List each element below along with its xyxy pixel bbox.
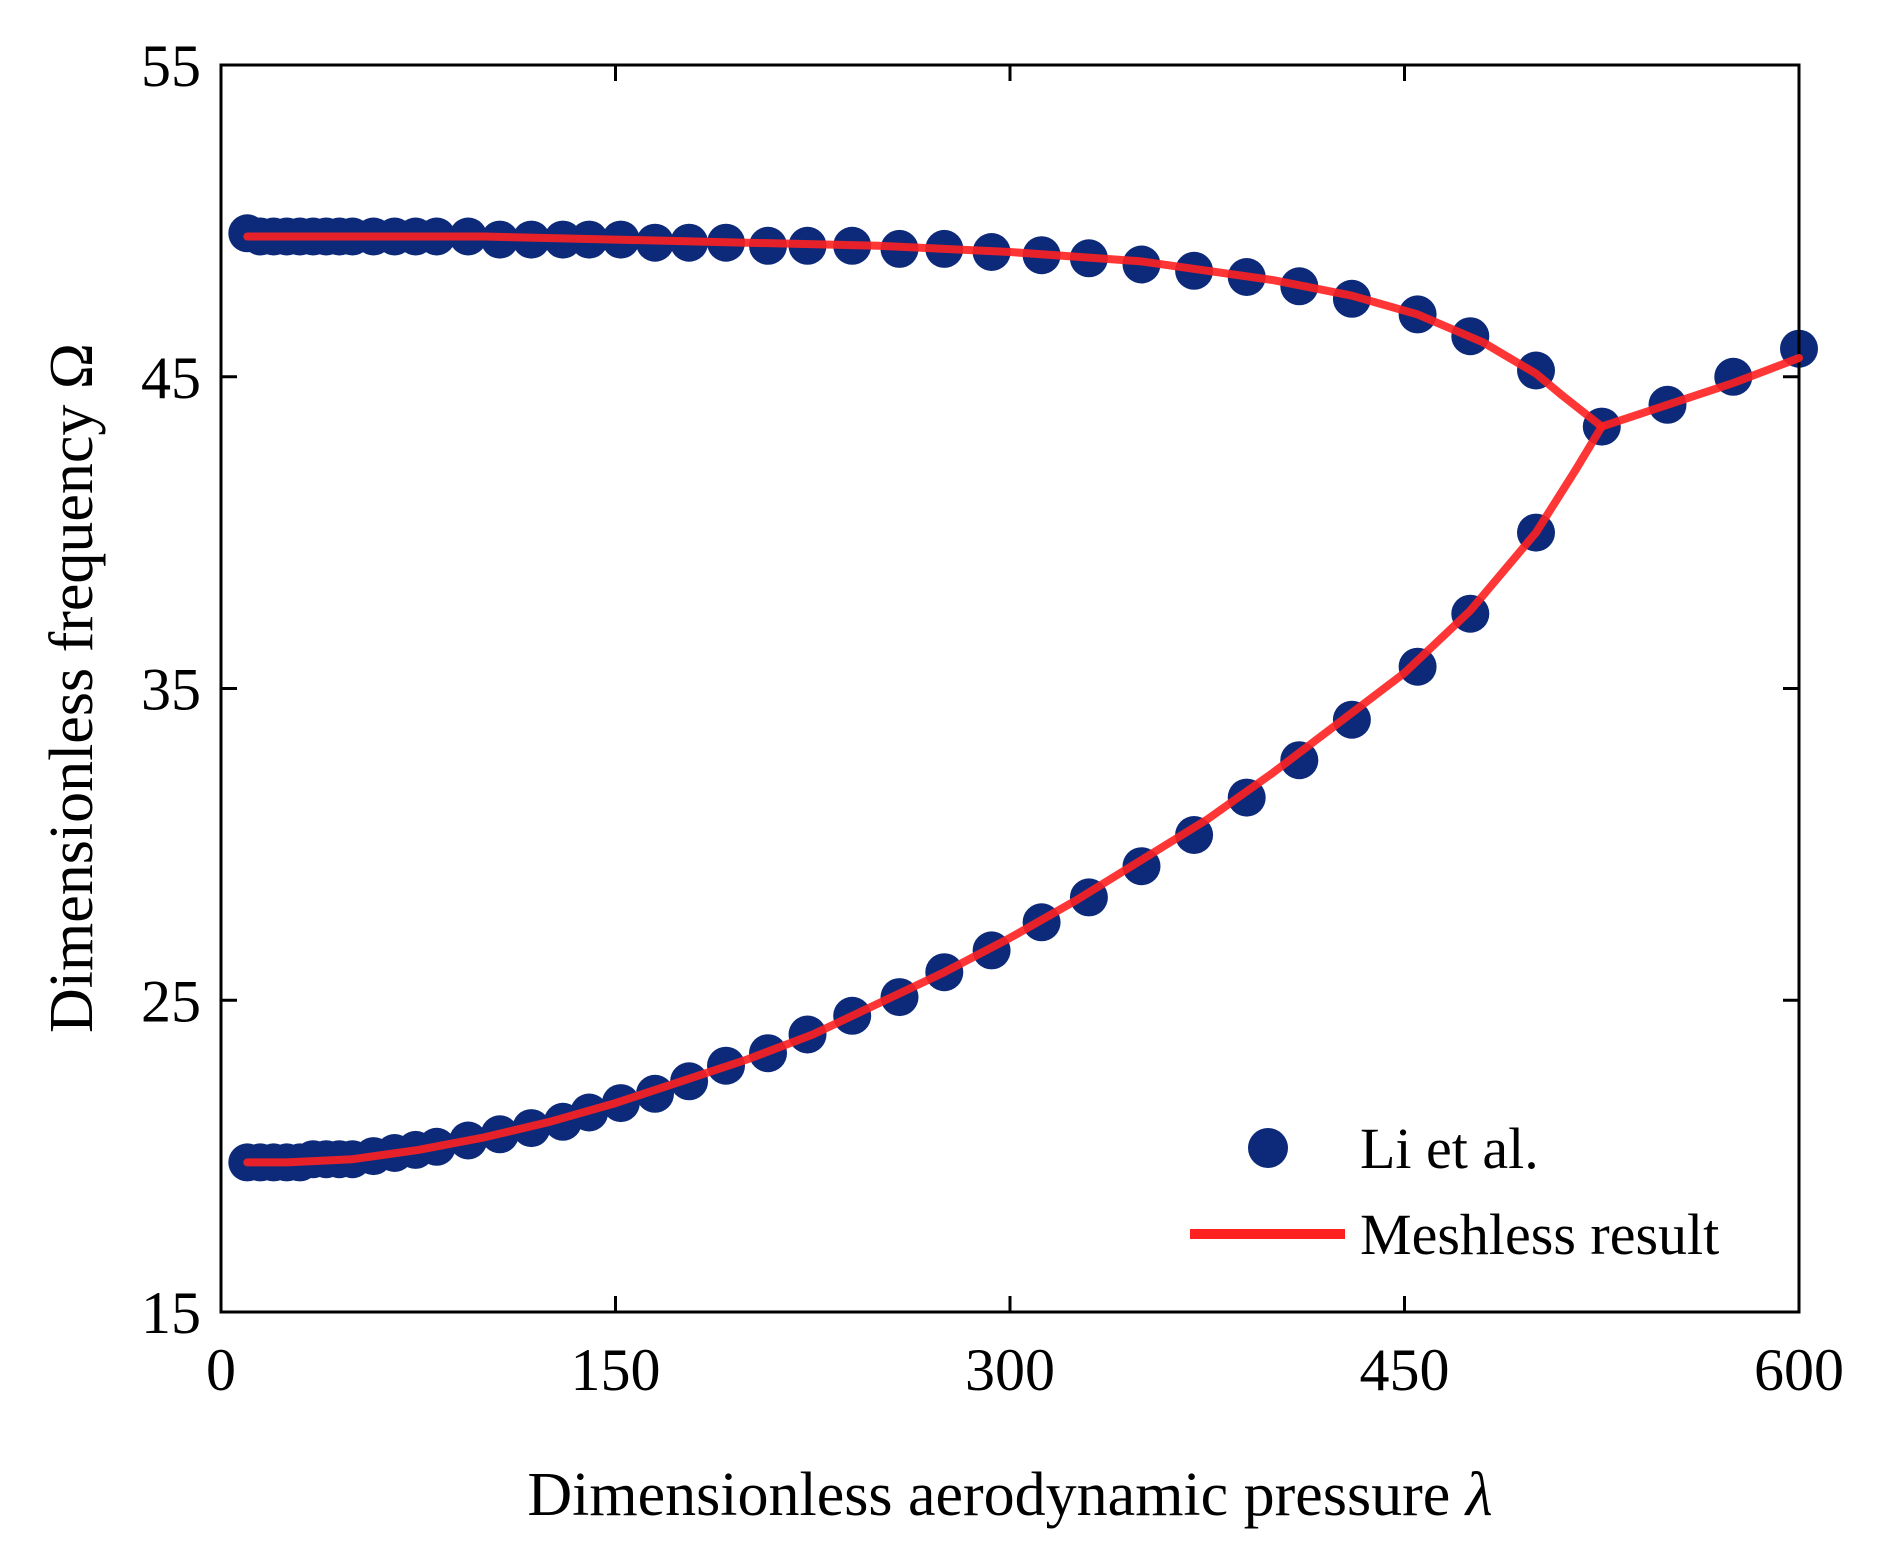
x-axis-ticks: 0 150 300 450 600	[206, 65, 1844, 1403]
y-tick-label: 55	[141, 33, 201, 99]
x-tick-label: 450	[1360, 1337, 1450, 1403]
x-tick-label: 0	[206, 1337, 236, 1403]
x-axis-title-symbol: λ	[1464, 1461, 1493, 1529]
legend-marker-li-et-al	[1248, 1128, 1288, 1168]
plot-frame	[219, 63, 1801, 1314]
y-tick-label: 45	[141, 345, 201, 411]
y-tick-label: 25	[141, 968, 201, 1034]
legend: Li et al. Meshless result	[1190, 1116, 1719, 1267]
x-tick-label: 600	[1754, 1337, 1844, 1403]
meshless-result-line-branch-1	[243, 232, 1803, 431]
li-et-al-point	[1398, 647, 1437, 686]
line-series-group	[243, 232, 1803, 1167]
x-tick-label: 300	[965, 1337, 1055, 1403]
y-axis-title: Dimensionless frequency Ω	[38, 343, 106, 1033]
plot-area	[221, 65, 1799, 1312]
x-axis-title-text: Dimensionless aerodynamic pressure	[527, 1461, 1450, 1529]
x-axis-title: Dimensionless aerodynamic pressure λ	[527, 1461, 1492, 1529]
meshless-result-line-branch-2	[243, 422, 1606, 1167]
x-tick-label: 150	[571, 1337, 661, 1403]
legend-label-meshless-result: Meshless result	[1360, 1202, 1719, 1267]
y-axis-ticks: 15 25 35 45 55	[141, 33, 1799, 1346]
y-tick-label: 15	[141, 1280, 201, 1346]
legend-label-li-et-al: Li et al.	[1360, 1116, 1539, 1181]
y-tick-label: 35	[141, 657, 201, 723]
li-et-al-point	[1280, 741, 1319, 780]
